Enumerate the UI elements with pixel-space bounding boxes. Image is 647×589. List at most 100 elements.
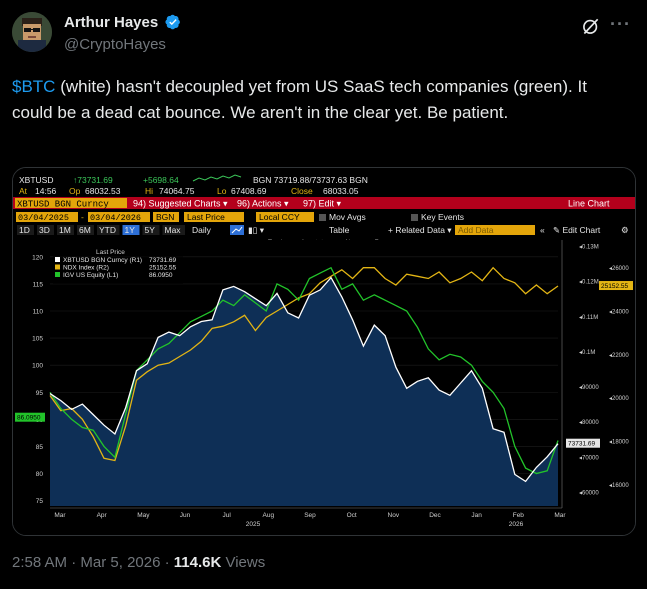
actions-menu[interactable]: 96) Actions ▾ [237,199,289,209]
left-tick-label: 75 [36,498,44,505]
left-tick-label: 110 [33,309,44,316]
avatar-pixel-art-icon [12,12,52,52]
tweet-header: Arthur Hayes @CryptoHayes ··· [12,12,635,60]
currency-field[interactable]: Local CCY [259,212,300,222]
x-month-label: Feb [513,512,525,519]
legend-series-name: NDX Index (R2) [63,265,109,272]
legend-box [53,248,183,284]
avatar[interactable] [12,12,52,52]
close-label: Close [291,186,313,196]
tweet-date[interactable]: Mar 5, 2026 [80,554,161,571]
bloomberg-terminal-chart: XBTUSD ↑73731.69 +5698.64 BGN 73719.88/7… [13,168,635,535]
author-name[interactable]: Arthur Hayes [64,14,159,31]
right1-tick-label: ◂60000 [579,490,599,496]
period-button-bg[interactable] [142,225,160,235]
x-month-label: Sep [304,512,316,519]
period-button-bg[interactable] [77,225,94,235]
period-button-bg[interactable] [37,225,54,235]
high-label: Hi [145,186,153,196]
security-field[interactable]: XBTUSD BGN Curncy [17,200,109,210]
ndx-badge-bg [599,281,633,291]
settings-gear-icon[interactable]: ⚙ [621,225,629,235]
legend-series-value: 86.0950 [149,272,173,279]
period-button-1d[interactable]: 1D [19,225,30,235]
period-button-1y[interactable]: 1Y [125,225,136,235]
at-time: 14:56 [35,186,57,196]
right1-tick-label: ◂90000 [579,385,599,391]
tweet-media-image[interactable]: XBTUSD ↑73731.69 +5698.64 BGN 73719.88/7… [12,167,636,536]
more-options-icon[interactable]: ··· [610,14,631,34]
tweet-text: $BTC (white) hasn't decoupled yet from U… [12,74,627,126]
date-separator: - [81,212,84,222]
legend-series-name: XBTUSD BGN Curncy (R1) [63,257,142,264]
frequency-dropdown[interactable]: Daily [192,225,212,235]
edit-chart-button[interactable]: ✎ Edit Chart [553,225,601,235]
period-button-max[interactable]: Max [165,225,182,235]
period-button-bg[interactable] [57,225,74,235]
period-button-6m[interactable]: 6M [79,225,91,235]
edit-menu[interactable]: 97) Edit ▾ [303,199,342,209]
open-label: Op [69,186,81,196]
mov-avgs-checkbox[interactable] [319,214,326,221]
change-text: +5698.64 [143,175,179,185]
key-events-checkbox[interactable] [411,214,418,221]
mov-avgs-label[interactable]: Mov Avgs [329,212,366,222]
right2-tick-label: ◂20000 [609,396,629,402]
left-tick-label: 105 [32,336,43,343]
period-button-bg[interactable] [162,225,186,235]
right1-tick-label: ◂70000 [579,455,599,461]
tweet-time[interactable]: 2:58 AM [12,554,68,571]
key-events-label[interactable]: Key Events [421,212,464,222]
legend-series-name: IGV US Equity (L1) [63,272,118,279]
bar-type-icon[interactable]: ▮▯ ▾ [248,225,265,235]
suggested-charts-menu[interactable]: 94) Suggested Charts ▾ [133,199,228,209]
period-button-5y[interactable]: 5Y [145,225,156,235]
x-month-label: Jul [223,512,232,519]
add-data-placeholder[interactable]: Add Data [458,225,494,235]
tweet-body-text: (white) hasn't decoupled yet from US Saa… [12,77,587,122]
btc-badge-bg [566,438,600,448]
end-date-field[interactable]: 03/04/2026 [90,213,141,223]
period-button-1m[interactable]: 1M [59,225,71,235]
x-year-label: 2026 [509,521,524,528]
author-name-row[interactable]: Arthur Hayes [64,14,181,31]
ticker-text: XBTUSD [19,175,53,185]
right2-tick-label: ◂26000 [609,266,629,272]
sparkline-icon [192,174,242,182]
legend-swatch [55,264,60,270]
grok-icon[interactable] [581,16,601,36]
x-month-label: Mar [54,512,66,519]
price-field[interactable]: Last Price [187,212,225,222]
x-month-label: Oct [347,512,357,519]
btc-area-fill [50,277,558,506]
open-value: 68032.53 [85,186,121,196]
period-button-ytd[interactable]: YTD [99,225,116,235]
at-label: At [19,186,28,196]
right1-tick-label: ◂80000 [579,420,599,426]
bid-ask-text: BGN 73719.88/73737.63 BGN [253,175,368,185]
legend-swatch [55,257,60,262]
period-button-bg[interactable] [97,225,120,235]
related-data-menu[interactable]: + Related Data ▾ [388,225,452,235]
left-tick-label: 120 [32,254,43,261]
start-date-field[interactable]: 03/04/2025 [18,213,69,223]
period-button-3d[interactable]: 3D [39,225,50,235]
period-button-bg[interactable] [122,225,140,235]
x-year-label: 2025 [246,521,261,528]
line-chart-label[interactable]: Line Chart [568,199,610,209]
period-button-bg[interactable] [17,225,34,235]
right1-tick-label: ◂0.13M [579,245,599,251]
tweet-footer: 2:58 AM · Mar 5, 2026 · 114.6K Views [12,554,265,571]
add-data-field[interactable] [455,225,535,235]
author-handle[interactable]: @CryptoHayes [64,36,166,53]
x-month-label: Dec [429,512,441,519]
legend-swatch [55,272,60,277]
table-button[interactable]: Table [329,225,350,235]
low-value: 67408.69 [231,186,267,196]
source-field[interactable]: BGN [156,212,174,222]
cashtag-link[interactable]: $BTC [12,77,56,96]
collapse-icon[interactable]: « [540,225,545,235]
x-month-label: Mar [554,512,566,519]
igv-badge-bg [15,412,45,422]
legend-heading: Last Price [96,249,125,256]
